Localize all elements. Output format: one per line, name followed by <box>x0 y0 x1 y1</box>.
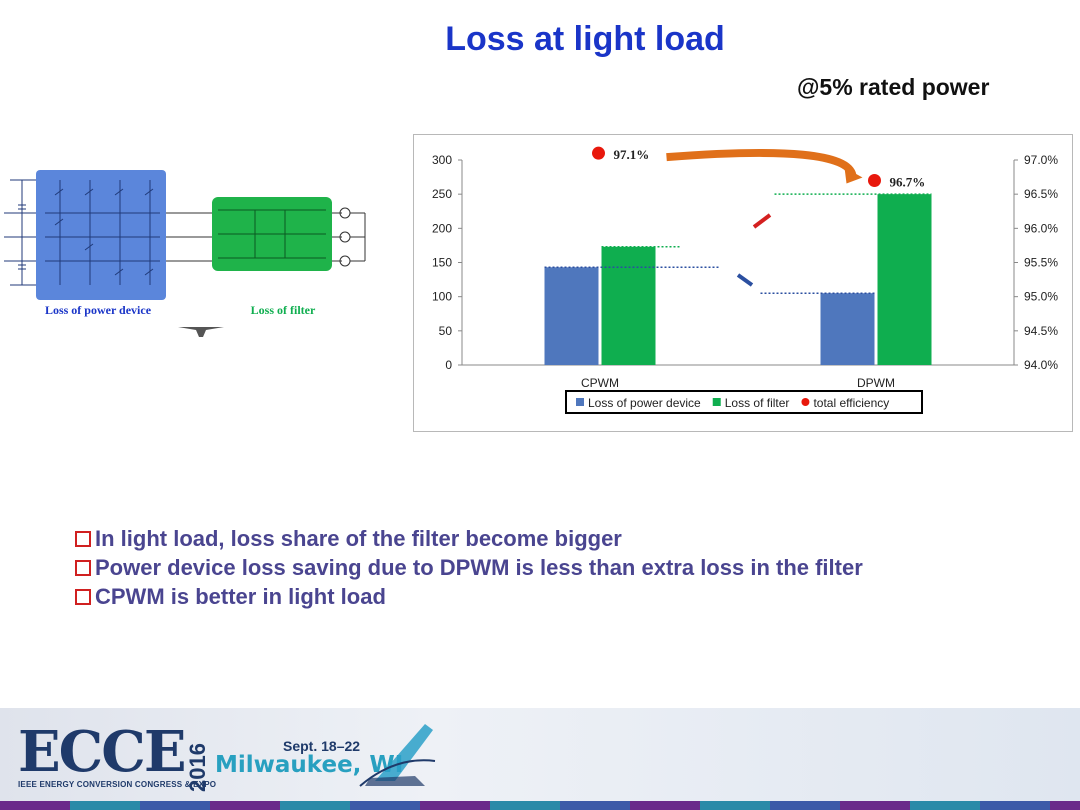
legend-swatch <box>712 398 721 406</box>
bar-power-device <box>544 267 599 365</box>
bullet-text: In light load, loss share of the filter … <box>95 525 622 551</box>
y2-tick-label: 94.0% <box>1024 358 1058 372</box>
circuit-diagram: Loss of power device Loss of filter <box>4 170 366 337</box>
y-tick-label: 250 <box>432 187 452 201</box>
ecce-logo: ECCE <box>18 719 187 785</box>
grid-sources <box>332 207 366 267</box>
slide-title: Loss at light load <box>445 20 725 58</box>
bar-filter <box>601 246 656 365</box>
legend-label: total efficiency <box>813 396 889 410</box>
bar-power-device <box>820 293 875 365</box>
power-device-block <box>36 170 166 300</box>
y2-tick-label: 95.0% <box>1024 290 1058 304</box>
slide-subtitle: @5% rated power <box>797 74 990 100</box>
footer-banner: ECCE IEEE ENERGY CONVERSION CONGRESS & E… <box>0 708 1080 810</box>
svg-text:2016: 2016 <box>186 743 210 792</box>
bullet-item: CPWM is better in light load <box>75 582 863 611</box>
efficiency-point <box>868 174 881 187</box>
event-dates: Sept. 18–22 <box>283 738 361 754</box>
y2-tick-label: 95.5% <box>1024 256 1058 270</box>
bullet-square-icon <box>75 588 91 605</box>
bullet-square-icon <box>75 530 91 547</box>
y2-tick-label: 96.5% <box>1024 187 1058 201</box>
filter-wiring <box>218 209 326 259</box>
bullet-list: In light load, loss share of the filter … <box>75 524 863 611</box>
efficiency-data-label: 97.1% <box>614 147 650 162</box>
bullet-item: Power device loss saving due to DPWM is … <box>75 553 863 582</box>
ecce-org-text: IEEE ENERGY CONVERSION CONGRESS & EXPO <box>18 780 217 789</box>
y-tick-label: 100 <box>432 290 452 304</box>
year-text: 2016 <box>186 743 210 792</box>
loss-chart: 0 50 100 150 200 250 300 94.0% 94.5% 95.0% 95.5% 9… <box>432 146 1058 414</box>
legend-swatch <box>576 398 584 406</box>
sail-logo-icon <box>359 724 436 787</box>
bullet-text: Power device loss saving due to DPWM is … <box>95 554 863 580</box>
y-tick-label: 50 <box>439 324 453 338</box>
bar-filter <box>877 194 932 365</box>
x-tick-label: CPWM <box>581 376 619 390</box>
bullet-text: CPWM is better in light load <box>95 583 386 609</box>
y2-tick-label: 96.0% <box>1024 221 1058 235</box>
y-tick-label: 200 <box>432 221 452 235</box>
power-device-label: Loss of power device <box>45 303 152 317</box>
chart-frame: 0 50 100 150 200 250 300 94.0% 94.5% 95.0% 95.5% 9… <box>413 134 1073 432</box>
x-tick-label: DPWM <box>857 376 895 390</box>
event-city: Milwaukee, WI <box>215 752 404 778</box>
bullet-item: In light load, loss share of the filter … <box>75 524 863 553</box>
footer-stripe <box>0 801 1080 810</box>
efficiency-arrowhead-icon <box>844 167 863 184</box>
power-device-wiring <box>4 179 160 286</box>
decrease-arrow-icon <box>736 273 754 287</box>
increase-arrow-icon <box>752 213 772 229</box>
efficiency-trend-arrow <box>666 148 857 177</box>
small-stand-shape <box>178 327 224 337</box>
legend-label: Loss of power device <box>588 396 701 410</box>
y-tick-label: 300 <box>432 153 452 167</box>
filter-label: Loss of filter <box>251 303 316 317</box>
y-tick-label: 150 <box>432 256 452 270</box>
y2-tick-label: 97.0% <box>1024 153 1058 167</box>
chart-legend: Loss of power device Loss of filter total … <box>565 390 923 414</box>
bullet-square-icon <box>75 559 91 576</box>
legend-swatch <box>801 398 810 406</box>
efficiency-point <box>592 146 605 160</box>
y2-tick-label: 94.5% <box>1024 324 1058 338</box>
y-tick-label: 0 <box>445 358 452 372</box>
efficiency-data-label: 96.7% <box>890 175 926 190</box>
legend-label: Loss of filter <box>725 396 790 410</box>
